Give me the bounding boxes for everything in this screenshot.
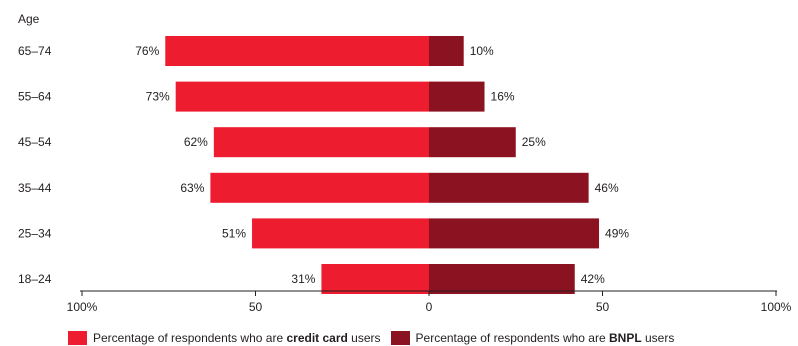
legend-prefix: Percentage of respondents who are: [93, 331, 287, 345]
bar-credit-card: [252, 218, 429, 249]
chart-rows: 65–74 76% 10% 55–64 73% 16% 45–54 62% 25% 35–44 63…: [18, 36, 629, 294]
data-label-bnpl: 10%: [470, 44, 494, 58]
legend-item-bnpl: Percentage of respondents who are BNPL u…: [390, 331, 675, 345]
category-label: 45–54: [18, 135, 52, 149]
legend-bold: credit card: [286, 331, 348, 345]
legend-label-bnpl: Percentage of respondents who are BNPL u…: [416, 331, 675, 345]
data-label-credit-card: 76%: [135, 44, 159, 58]
data-label-credit-card: 62%: [184, 135, 208, 149]
bar-bnpl: [429, 218, 600, 249]
y-axis-title: Age: [18, 12, 40, 26]
bar-credit-card: [165, 36, 429, 66]
data-label-credit-card: 51%: [222, 226, 246, 240]
legend-item-credit-card: Percentage of respondents who are credit…: [68, 331, 381, 345]
x-tick-label: 50: [249, 300, 263, 314]
x-tick-label: 50: [596, 300, 610, 314]
category-label: 25–34: [18, 226, 52, 240]
x-tick-label: 100%: [761, 300, 792, 314]
category-label: 65–74: [18, 44, 52, 58]
data-label-bnpl: 16%: [491, 90, 515, 104]
bar-credit-card: [321, 264, 429, 294]
legend: Percentage of respondents who are credit…: [68, 330, 684, 346]
legend-bold: BNPL: [608, 331, 642, 345]
x-tick-label: 100%: [67, 300, 98, 314]
data-label-bnpl: 46%: [595, 181, 619, 195]
legend-label-credit-card: Percentage of respondents who are credit…: [93, 331, 381, 345]
data-label-credit-card: 31%: [291, 272, 315, 286]
bar-credit-card: [210, 172, 429, 203]
legend-swatch-bnpl: [390, 331, 410, 345]
bar-credit-card: [213, 127, 429, 158]
bar-bnpl: [429, 264, 575, 294]
legend-swatch-credit-card: [68, 331, 87, 345]
data-label-credit-card: 73%: [146, 90, 170, 104]
legend-suffix: users: [347, 331, 381, 345]
data-label-credit-card: 63%: [180, 181, 204, 195]
bar-bnpl: [429, 127, 516, 158]
legend-suffix: users: [641, 331, 675, 345]
category-label: 18–24: [18, 272, 52, 286]
bar-bnpl: [429, 36, 464, 66]
x-axis-ticks: 100% 50 0 50 100%: [67, 291, 792, 314]
category-label: 55–64: [18, 90, 52, 104]
diverging-bar-chart: Age 65–74 76% 10% 55–64 73% 16% 45–54 62% 25% 35–…: [18, 12, 792, 314]
bar-credit-card: [175, 81, 429, 112]
data-label-bnpl: 49%: [605, 226, 629, 240]
data-label-bnpl: 25%: [522, 135, 546, 149]
data-label-bnpl: 42%: [581, 272, 605, 286]
x-tick-label: 0: [426, 300, 433, 314]
bar-bnpl: [429, 172, 589, 203]
legend-prefix: Percentage of respondents who are: [415, 331, 609, 345]
category-label: 35–44: [18, 181, 52, 195]
bar-bnpl: [429, 81, 485, 112]
